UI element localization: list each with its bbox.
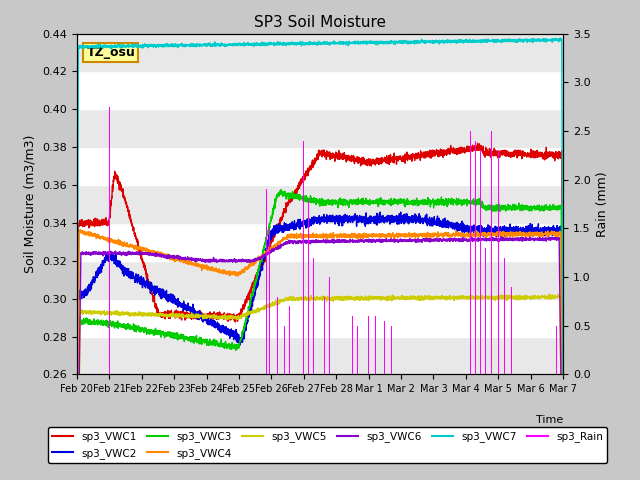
- Bar: [375, 316, 376, 374]
- Bar: [480, 150, 481, 374]
- Bar: [465, 53, 467, 374]
- Text: TZ_osu: TZ_osu: [86, 46, 135, 59]
- Bar: [504, 258, 505, 374]
- Text: Time: Time: [536, 415, 563, 425]
- Bar: [77, 299, 563, 336]
- Bar: [77, 34, 563, 72]
- Title: SP3 Soil Moisture: SP3 Soil Moisture: [254, 15, 386, 30]
- Bar: [357, 326, 358, 374]
- Bar: [556, 326, 557, 374]
- Bar: [391, 326, 392, 374]
- Bar: [284, 326, 285, 374]
- Bar: [266, 190, 267, 374]
- Bar: [77, 336, 563, 374]
- Bar: [313, 258, 314, 374]
- Y-axis label: Soil Moisture (m3/m3): Soil Moisture (m3/m3): [24, 135, 36, 273]
- Bar: [77, 185, 563, 223]
- Bar: [368, 316, 369, 374]
- Bar: [352, 316, 353, 374]
- Bar: [77, 109, 563, 147]
- Bar: [485, 248, 486, 374]
- Bar: [77, 261, 563, 299]
- Bar: [77, 223, 563, 261]
- Bar: [289, 306, 290, 374]
- Legend: sp3_VWC1, sp3_VWC2, sp3_VWC3, sp3_VWC4, sp3_VWC5, sp3_VWC6, sp3_VWC7, sp3_Rain: sp3_VWC1, sp3_VWC2, sp3_VWC3, sp3_VWC4, …: [48, 427, 607, 463]
- Bar: [77, 72, 563, 109]
- Bar: [511, 287, 512, 374]
- Bar: [77, 147, 563, 185]
- Bar: [319, 277, 321, 374]
- Bar: [470, 131, 471, 374]
- Bar: [269, 228, 270, 374]
- Bar: [308, 199, 309, 374]
- Bar: [324, 297, 325, 374]
- Y-axis label: Rain (mm): Rain (mm): [596, 171, 609, 237]
- Bar: [303, 141, 304, 374]
- Bar: [563, 326, 564, 374]
- Bar: [498, 150, 499, 374]
